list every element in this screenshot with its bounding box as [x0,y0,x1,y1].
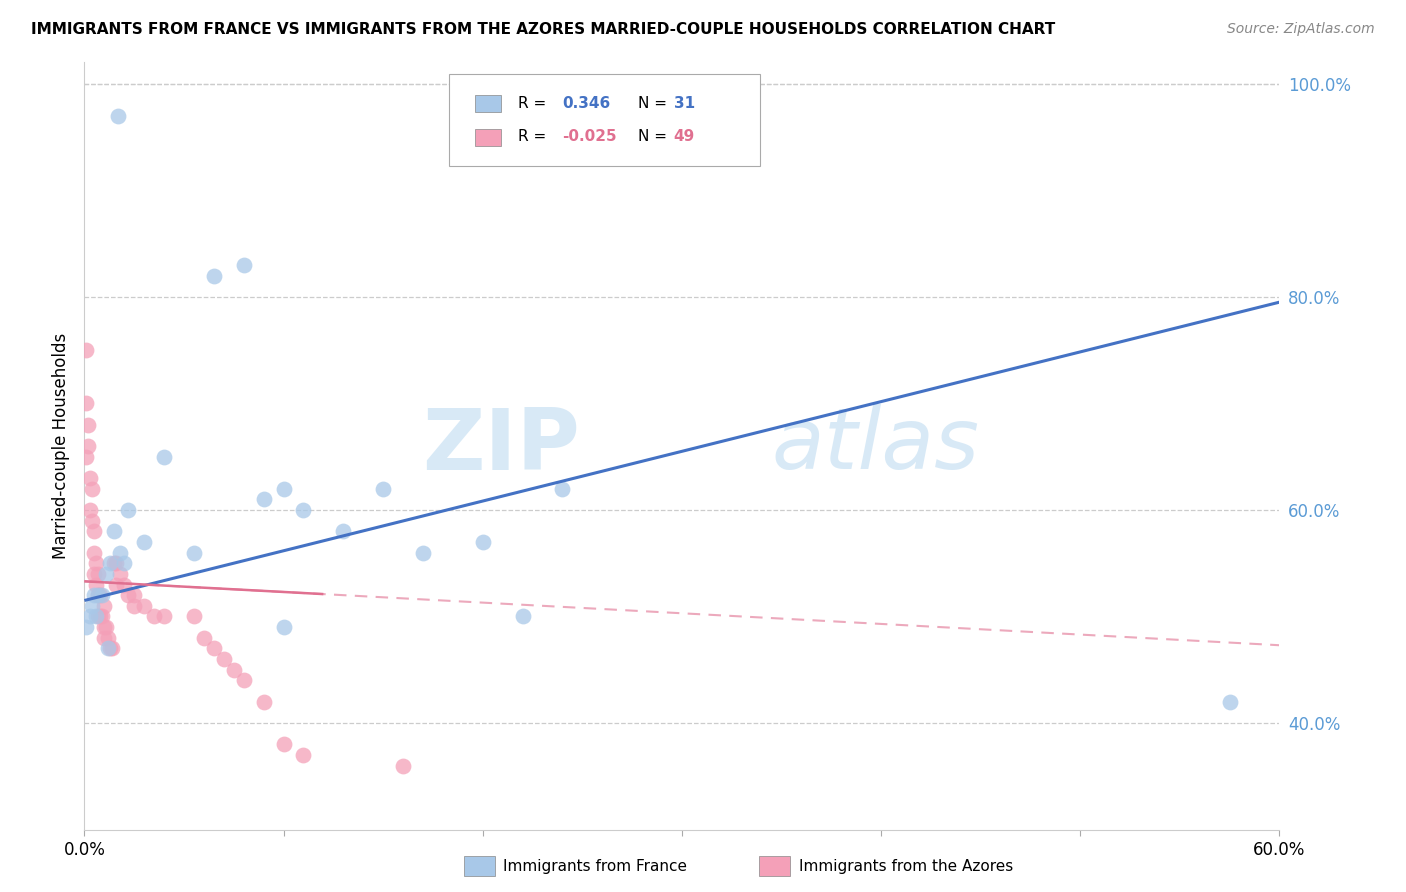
Point [75,396,97,410]
Text: ZIP: ZIP [423,404,581,488]
Point [332,524,354,539]
Text: 49: 49 [673,129,695,145]
Point [93,631,115,645]
Point [110,566,132,581]
Text: -0.025: -0.025 [562,129,617,145]
Text: Immigrants from the Azores: Immigrants from the Azores [799,859,1012,873]
Point [79,503,101,517]
Point [96,620,118,634]
Point [86,577,108,591]
Point [512,609,534,624]
Point [117,588,139,602]
Point [122,588,145,602]
Text: Source: ZipAtlas.com: Source: ZipAtlas.com [1227,22,1375,37]
Point [292,503,315,517]
Point [87,588,110,602]
Text: R =: R = [519,95,547,111]
Point [105,577,128,591]
Point [253,492,276,507]
Point [193,631,215,645]
Point [101,641,124,656]
Point [1219,695,1241,709]
Text: 31: 31 [673,95,695,111]
Point [132,535,156,549]
FancyBboxPatch shape [475,95,502,112]
Point [551,482,574,496]
Point [89,609,111,624]
Point [91,588,114,602]
Point [83,524,105,539]
Point [110,545,132,559]
Point [97,641,120,656]
Point [202,268,225,283]
Point [87,588,110,602]
Point [75,450,97,464]
Point [93,620,115,634]
Point [222,663,245,677]
Text: R =: R = [519,129,547,145]
Point [292,747,315,762]
Point [103,524,125,539]
Point [232,258,254,272]
Point [96,566,118,581]
Point [86,609,108,624]
Point [273,620,295,634]
Point [132,599,156,613]
Point [112,556,135,570]
Point [79,609,101,624]
Point [83,545,105,559]
Point [82,482,104,496]
Point [412,545,434,559]
Text: 0.346: 0.346 [562,95,610,111]
Point [77,439,100,453]
Point [97,631,120,645]
Point [273,737,295,751]
Point [143,609,166,624]
Point [98,641,121,656]
Point [89,588,111,602]
Point [103,556,125,570]
Point [83,566,105,581]
Point [82,514,104,528]
Point [98,556,121,570]
Point [91,609,114,624]
Point [471,535,494,549]
Point [153,609,176,624]
Text: N =: N = [638,129,666,145]
Point [392,758,415,772]
Text: IMMIGRANTS FROM FRANCE VS IMMIGRANTS FROM THE AZORES MARRIED-COUPLE HOUSEHOLDS C: IMMIGRANTS FROM FRANCE VS IMMIGRANTS FRO… [31,22,1054,37]
Point [183,545,205,559]
Point [75,343,97,357]
Point [183,609,205,624]
Point [75,620,97,634]
Point [87,609,110,624]
Point [273,482,295,496]
Point [373,482,395,496]
Y-axis label: Married-couple Households: Married-couple Households [52,333,70,559]
Point [93,599,115,613]
Point [87,566,110,581]
Text: Immigrants from France: Immigrants from France [503,859,688,873]
Point [232,673,254,688]
Text: atlas: atlas [772,404,980,488]
Point [105,556,128,570]
Point [79,471,101,485]
Point [107,109,129,123]
Point [212,652,235,666]
FancyBboxPatch shape [449,74,759,166]
Point [82,599,104,613]
FancyBboxPatch shape [475,129,502,146]
Point [253,695,276,709]
Point [83,588,105,602]
Point [122,599,145,613]
Point [77,417,100,432]
Point [86,556,108,570]
Point [117,503,139,517]
Text: N =: N = [638,95,666,111]
Point [112,577,135,591]
Point [202,641,225,656]
Point [153,450,176,464]
